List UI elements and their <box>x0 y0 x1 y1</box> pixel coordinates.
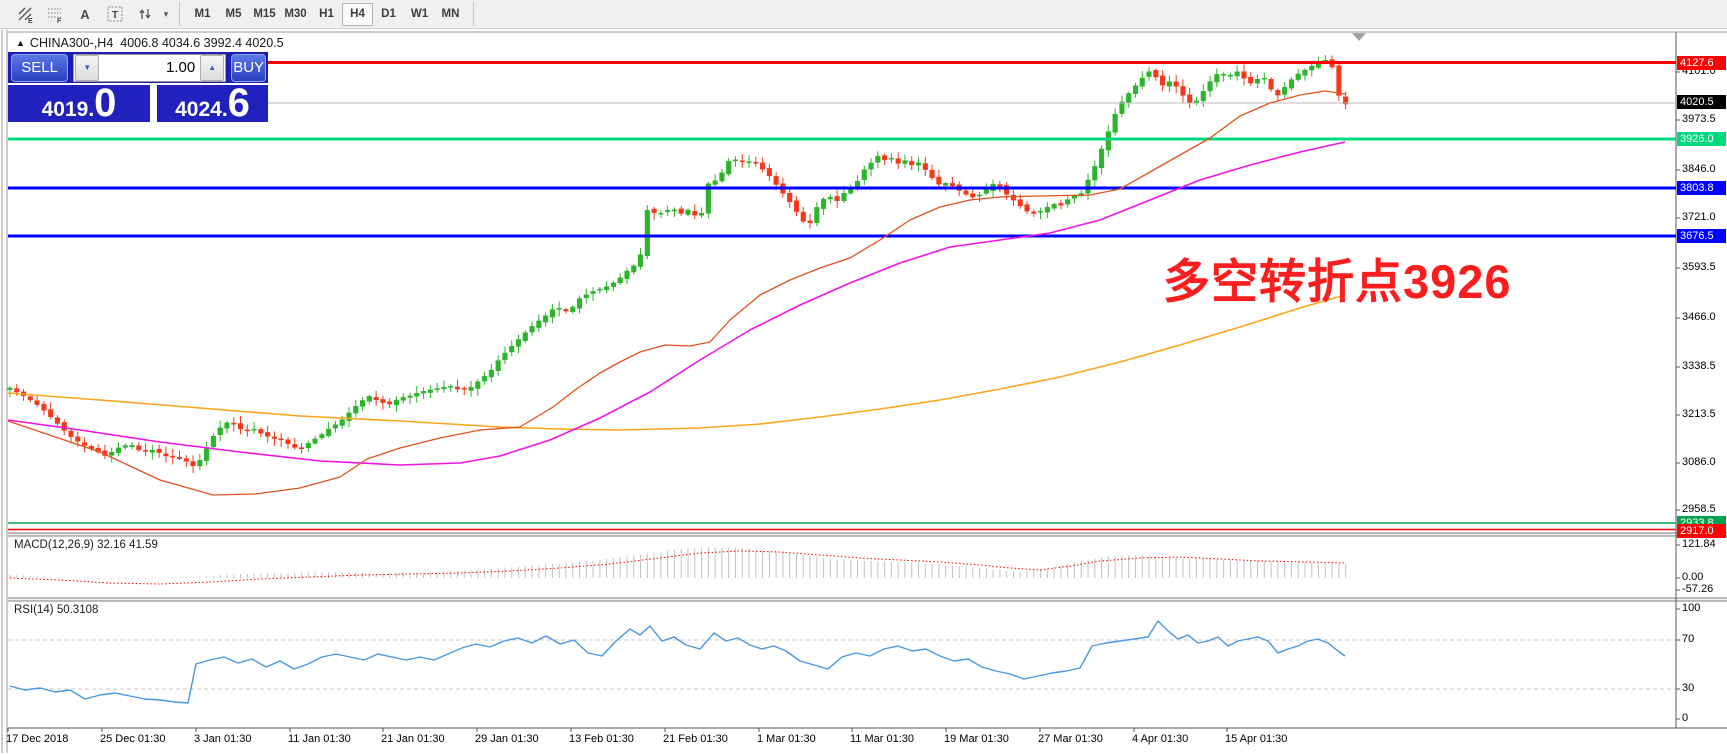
sell-price-dot: . <box>88 98 95 121</box>
timeframe-MN[interactable]: MN <box>441 8 460 20</box>
grid-tool-button[interactable]: F <box>40 2 70 26</box>
volume-input[interactable]: 1.00 <box>166 59 196 76</box>
price-display-gap <box>150 85 157 122</box>
timeframe-H4[interactable]: H4 <box>342 2 373 26</box>
svg-text:E: E <box>28 18 33 24</box>
arrows-dropdown-caret-icon[interactable]: ▾ <box>163 8 169 19</box>
buy-price-dot: . <box>221 98 228 121</box>
sell-price-big-digit: 0 <box>94 81 117 126</box>
arrows-icon <box>138 8 151 19</box>
timeframe-M5[interactable]: M5 <box>225 8 242 20</box>
buy-price-big-digit: 6 <box>227 81 250 126</box>
sell-price-display[interactable]: 4019. 0 <box>8 81 150 126</box>
grid-icon: F <box>47 8 62 24</box>
timeframe-M15[interactable]: M15 <box>253 8 276 20</box>
buy-price-display[interactable]: 4024. 6 <box>157 81 268 126</box>
toolbar-separator <box>179 2 180 26</box>
volume-spinner: ▼ 1.00 ▲ <box>73 53 227 82</box>
svg-text:F: F <box>57 18 62 24</box>
sell-button[interactable]: SELL <box>11 53 69 82</box>
text-label-icon: T <box>107 6 122 21</box>
svg-text:T: T <box>112 10 118 21</box>
toolbar-separator <box>473 2 474 26</box>
arrows-tool-button[interactable] <box>130 2 160 26</box>
indicators-tool-button[interactable]: E <box>10 2 40 26</box>
buy-price-main: 4024 <box>175 98 222 121</box>
buy-button[interactable]: BUY <box>231 53 266 82</box>
timeframe-D1[interactable]: D1 <box>381 8 396 20</box>
timeframe-H1[interactable]: H1 <box>319 8 334 20</box>
text-label-tool-button[interactable]: T <box>100 2 130 26</box>
volume-increase-button[interactable]: ▲ <box>200 54 225 81</box>
toolbar: E F A T ▾ M1 M5 M15 M30 H1 H4 D1 W1 MN <box>0 0 1727 29</box>
trade-prices-row: 4019. 0 4024. 6 <box>8 81 268 126</box>
sell-price-main: 4019 <box>41 98 89 121</box>
volume-decrease-button[interactable]: ▼ <box>75 54 100 81</box>
one-click-trading-panel: SELL ▼ 1.00 ▲ BUY 4019. 0 4024. 6 <box>8 52 268 126</box>
trade-controls-row: SELL ▼ 1.00 ▲ BUY <box>8 52 268 83</box>
indicators-icon: E <box>18 7 33 24</box>
timeframe-M30[interactable]: M30 <box>284 8 307 20</box>
timeframe-W1[interactable]: W1 <box>410 8 429 20</box>
price-chart-canvas[interactable] <box>0 29 1727 754</box>
chart-area[interactable] <box>0 29 1727 754</box>
timeframe-group: M1 M5 M15 M30 H1 H4 D1 W1 MN <box>187 2 466 26</box>
timeframe-M1[interactable]: M1 <box>194 8 211 20</box>
text-tool-button[interactable]: A <box>70 2 100 26</box>
text-tool-icon: A <box>80 6 90 22</box>
